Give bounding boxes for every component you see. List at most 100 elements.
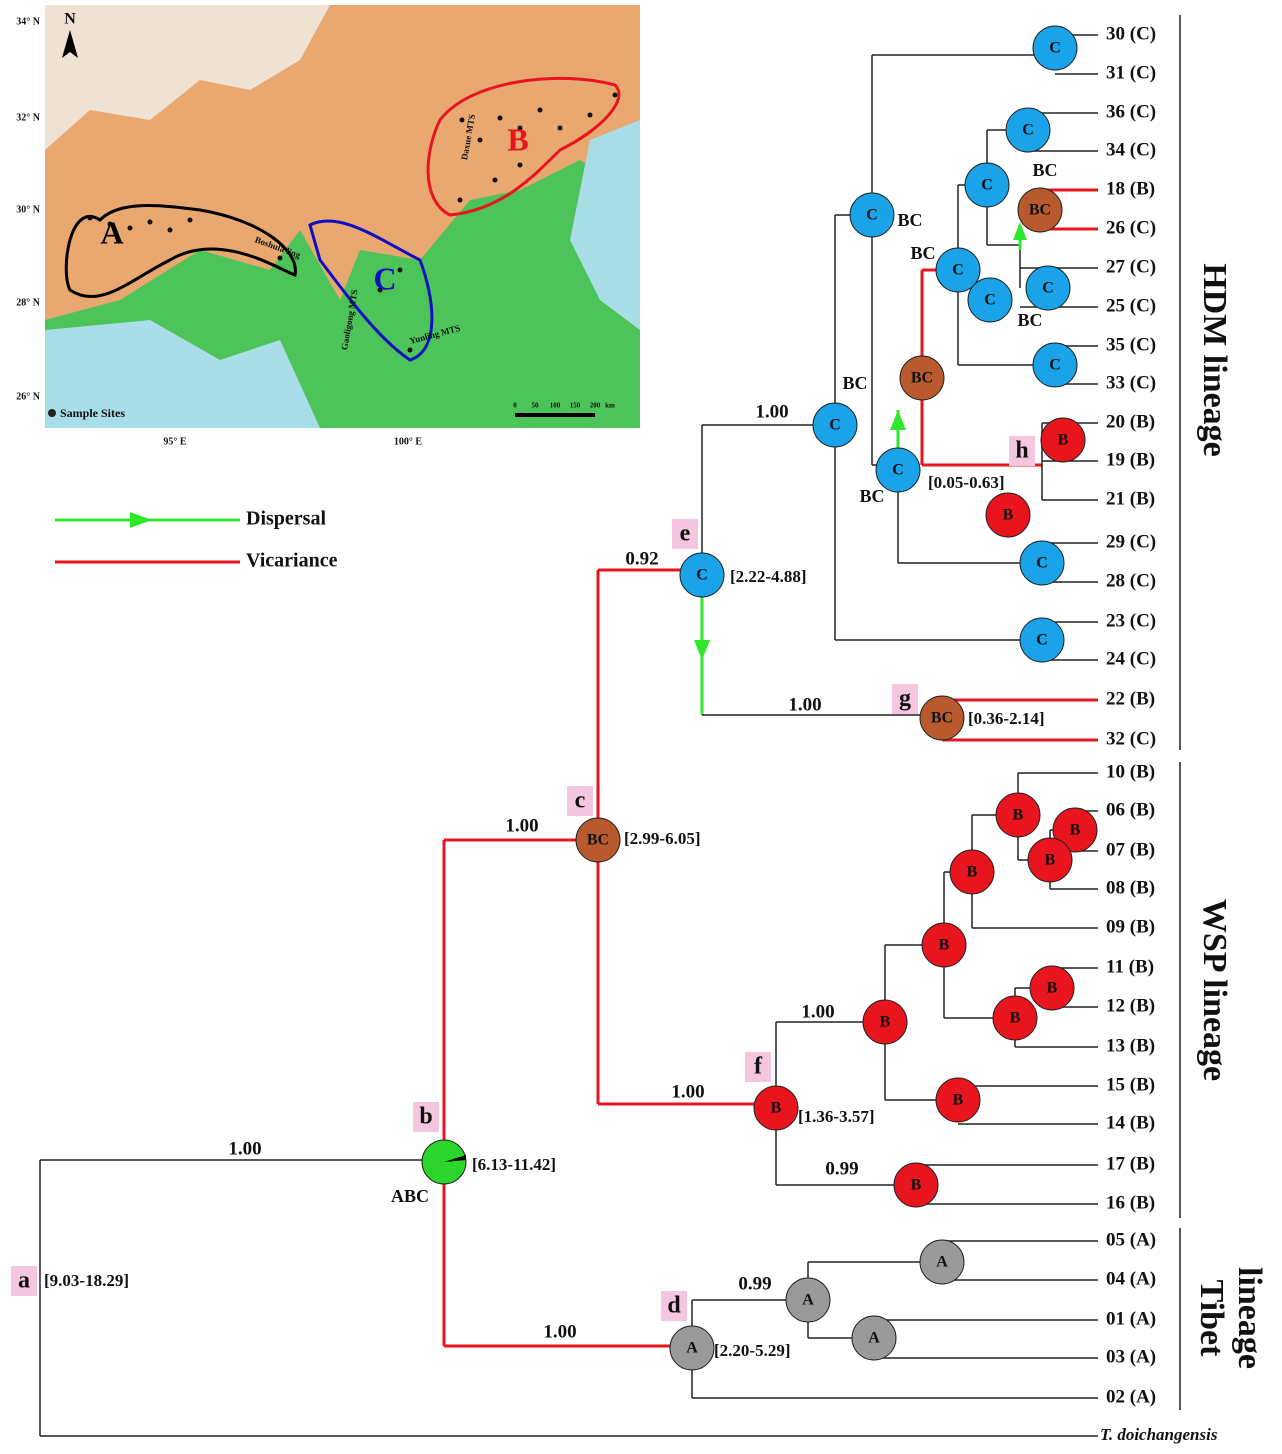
- node-age: [1.36-3.57]: [798, 1107, 874, 1126]
- leaf-label: 36 (C): [1106, 101, 1156, 122]
- leaf-label: 19 (B): [1106, 449, 1155, 470]
- leaf-label: 12 (B): [1106, 995, 1155, 1016]
- sample-site: [128, 226, 133, 231]
- lineage-label: lineage: [1231, 1267, 1268, 1369]
- north-label: N: [64, 11, 76, 28]
- node-age: [2.22-4.88]: [730, 567, 806, 586]
- sample-site: [408, 348, 413, 353]
- pie-label: C: [1036, 555, 1048, 572]
- figure: 34° N32° N30° N28° N26° N95° E100° EABCN…: [0, 0, 1282, 1454]
- area-annotation: BC: [842, 373, 867, 393]
- pie-label: BC: [1029, 202, 1051, 219]
- scale-label: 100: [550, 402, 561, 410]
- leaf-label: 04 (A): [1106, 1268, 1156, 1289]
- pie-label: C: [952, 262, 964, 279]
- sample-site: [558, 126, 563, 131]
- leaf-label: 17 (B): [1106, 1153, 1155, 1174]
- sample-site: [613, 93, 618, 98]
- pie-label: BC: [911, 370, 933, 387]
- area-annotation: ABC: [391, 1186, 429, 1206]
- support-value: 0.99: [738, 1273, 771, 1294]
- leaf-label: 09 (B): [1106, 916, 1155, 937]
- support-value: 0.92: [625, 548, 658, 569]
- pie-label: BC: [587, 832, 609, 849]
- node-tag: h: [1015, 438, 1028, 464]
- longitude-label: 95° E: [163, 436, 186, 447]
- scale-label: 150: [570, 402, 581, 410]
- sample-site: [398, 268, 403, 273]
- pie-label: C: [984, 292, 996, 309]
- leaf-label: 29 (C): [1106, 531, 1156, 552]
- leaf-label: 31 (C): [1106, 62, 1156, 83]
- support-value: 1.00: [755, 401, 788, 422]
- latitude-label: 30° N: [16, 204, 40, 215]
- area-annotation: BC: [859, 486, 884, 506]
- leaf-label: 11 (B): [1106, 956, 1154, 977]
- node-tag: g: [899, 686, 911, 712]
- pie-label: A: [868, 1330, 880, 1347]
- leaf-label: 15 (B): [1106, 1074, 1155, 1095]
- pie-label: C: [866, 207, 878, 224]
- pie-label: A: [686, 1340, 698, 1357]
- scale-label: 50: [532, 402, 540, 410]
- area-label: A: [100, 214, 123, 250]
- sample-site: [518, 163, 523, 168]
- leaf-label: 28 (C): [1106, 570, 1156, 591]
- sample-site: [493, 178, 498, 183]
- leaf-label: 30 (C): [1106, 23, 1156, 44]
- pie-label: B: [880, 1014, 891, 1031]
- node-age: [2.20-5.29]: [714, 1341, 790, 1360]
- leaf-label: 23 (C): [1106, 610, 1156, 631]
- area-annotation: BC: [910, 243, 935, 263]
- sample-site: [478, 138, 483, 143]
- outgroup-label: T. doichangensis: [1100, 1425, 1218, 1444]
- pie-label: C: [1049, 40, 1061, 57]
- leaf-label: 25 (C): [1106, 295, 1156, 316]
- pie-label: B: [1045, 852, 1056, 869]
- node-tag: b: [419, 1104, 432, 1130]
- legend-dispersal: Dispersal: [246, 508, 326, 530]
- node-tag: f: [754, 1054, 763, 1080]
- pie-label: C: [1049, 357, 1061, 374]
- leaf-label: 14 (B): [1106, 1112, 1155, 1133]
- leaf-label: 34 (C): [1106, 139, 1156, 160]
- sample-site: [148, 220, 153, 225]
- node-tag: a: [18, 1268, 30, 1294]
- support-value: 1.00: [801, 1001, 834, 1022]
- pie-label: B: [771, 1100, 782, 1117]
- leaf-label: 03 (A): [1106, 1346, 1156, 1367]
- sample-site: [588, 113, 593, 118]
- area-annotation: BC: [1017, 310, 1042, 330]
- pie-label: A: [802, 1292, 814, 1309]
- lineage-label: Tibet: [1193, 1280, 1230, 1358]
- leaf-label: 20 (B): [1106, 411, 1155, 432]
- leaf-label: 24 (C): [1106, 648, 1156, 669]
- leaf-label: 16 (B): [1106, 1192, 1155, 1213]
- sample-site: [188, 218, 193, 223]
- support-value: 1.00: [228, 1138, 261, 1159]
- scale-label: km: [605, 402, 615, 410]
- support-value: 1.00: [788, 694, 821, 715]
- dispersal-arrow: [890, 410, 906, 430]
- area-annotation: BC: [1032, 160, 1057, 180]
- leaf-label: 33 (C): [1106, 372, 1156, 393]
- leaf-label: 18 (B): [1106, 178, 1155, 199]
- longitude-label: 100° E: [394, 436, 422, 447]
- pie-label: C: [981, 177, 993, 194]
- lineage-label: HDM lineage: [1196, 263, 1233, 457]
- node-age: [0.05-0.63]: [928, 473, 1004, 492]
- node-age: [9.03-18.29]: [44, 1271, 129, 1290]
- leaf-label: 35 (C): [1106, 334, 1156, 355]
- sample-site: [538, 108, 543, 113]
- support-value: 1.00: [671, 1081, 704, 1102]
- pie-label: B: [967, 864, 978, 881]
- area-label: C: [373, 260, 396, 296]
- sample-site: [498, 116, 503, 121]
- latitude-label: 26° N: [16, 391, 40, 402]
- pie-label: B: [939, 937, 950, 954]
- pie-label: B: [1070, 822, 1081, 839]
- scale-label: 200: [590, 402, 601, 410]
- dispersal-arrow: [694, 640, 710, 660]
- leaf-label: 08 (B): [1106, 877, 1155, 898]
- pie-label: C: [696, 567, 708, 584]
